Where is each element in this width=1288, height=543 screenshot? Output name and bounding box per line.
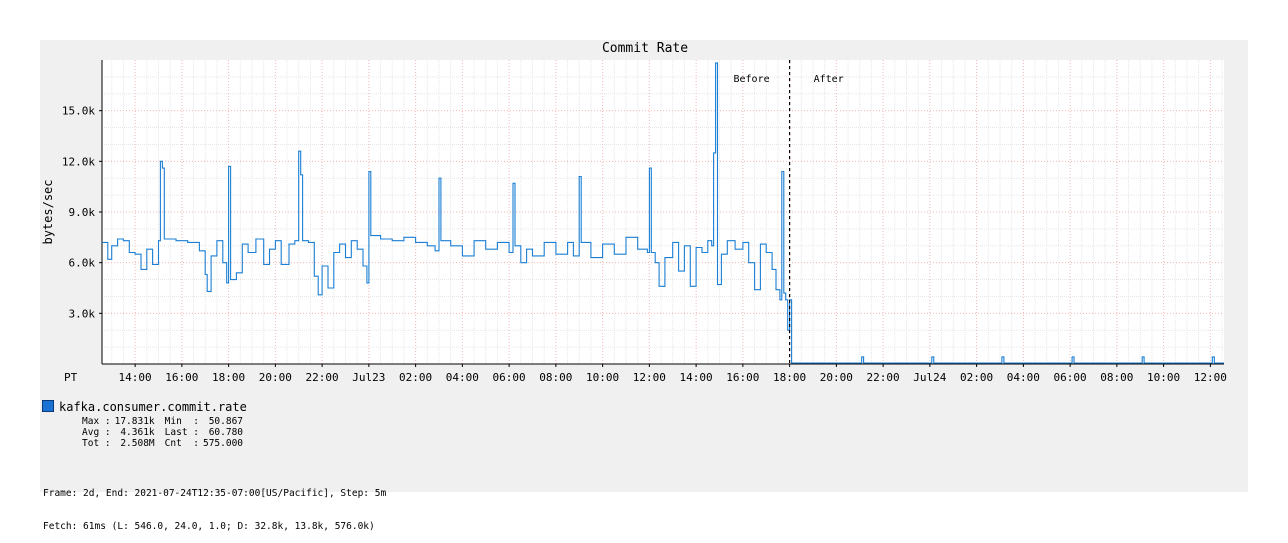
- legend-series-name: kafka.consumer.commit.rate: [59, 400, 247, 414]
- y-tick-label: 3.0k: [69, 307, 96, 320]
- x-tick-label: 12:00: [1194, 371, 1227, 384]
- y-tick-label: 12.0k: [62, 155, 95, 168]
- legend-swatch: [42, 400, 54, 412]
- legend-entry: kafka.consumer.commit.rate: [42, 400, 253, 414]
- y-tick-label: 9.0k: [69, 206, 96, 219]
- x-tick-label: 18:00: [212, 371, 245, 384]
- stat-value: 2.508M: [120, 438, 155, 449]
- stat-value: 60.780: [208, 427, 244, 438]
- x-tick-label: 18:00: [773, 371, 806, 384]
- x-axis-prefix: PT: [64, 371, 78, 384]
- x-tick-label: 14:00: [119, 371, 152, 384]
- x-tick-label: 06:00: [1054, 371, 1087, 384]
- x-tick-label: 04:00: [446, 371, 479, 384]
- x-tick-label: 06:00: [493, 371, 526, 384]
- stat-label: Max :: [82, 416, 111, 427]
- x-tick-label: 22:00: [867, 371, 900, 384]
- x-tick-label: 20:00: [820, 371, 853, 384]
- x-tick-label: 08:00: [539, 371, 572, 384]
- stat-value: 50.867: [208, 416, 244, 427]
- y-tick-label: 15.0k: [62, 105, 95, 118]
- x-tick-label: 04:00: [1007, 371, 1040, 384]
- series-layer: [102, 62, 1224, 364]
- x-tick-label: 12:00: [633, 371, 666, 384]
- stat-label: Avg :: [82, 427, 111, 438]
- y-axis-label: bytes/sec: [41, 179, 55, 244]
- stats-row: Avg : 4.361k Last : 60.780: [82, 427, 253, 438]
- x-tick-label: 10:00: [586, 371, 619, 384]
- x-tick-label: 02:00: [960, 371, 993, 384]
- stats-row: Max : 17.831k Min : 50.867: [82, 416, 253, 427]
- series-line: [102, 62, 1224, 364]
- chart-title: Commit Rate: [602, 41, 688, 56]
- x-tick-label: 16:00: [165, 371, 198, 384]
- commit-rate-chart: Commit Rate bytes/sec 3.0k 6.0k 9.0k 12.0k 1…: [41, 41, 1227, 384]
- x-tick-label: Jul24: [913, 371, 946, 384]
- legend: kafka.consumer.commit.rate Max : 17.831k…: [42, 400, 253, 449]
- stat-label: Tot :: [82, 438, 111, 449]
- stat-value: 4.361k: [120, 427, 155, 438]
- stat-label: Last :: [164, 427, 199, 438]
- stats-table: Max : 17.831k Min : 50.867 Avg : 4.361k …: [82, 416, 253, 449]
- stat-label: Min :: [164, 416, 199, 427]
- fetch-info: Fetch: 61ms (L: 546.0, 24.0, 1.0; D: 32.…: [43, 521, 375, 532]
- before-label: Before: [733, 74, 769, 85]
- x-axis-ticks: 14:00 16:00 18:00 20:00 22:00 Jul23 02:00 04:00…: [119, 364, 1227, 384]
- x-tick-label: 10:00: [1147, 371, 1180, 384]
- x-tick-label: 16:00: [726, 371, 759, 384]
- x-tick-label: 14:00: [680, 371, 713, 384]
- x-tick-label: 20:00: [259, 371, 292, 384]
- x-tick-label: Jul23: [352, 371, 385, 384]
- stats-row: Tot : 2.508M Cnt : 575.000: [82, 438, 253, 449]
- x-tick-label: 08:00: [1100, 371, 1133, 384]
- stat-label: Cnt :: [164, 438, 199, 449]
- y-axis-ticks: 3.0k 6.0k 9.0k 12.0k 15.0k: [62, 105, 102, 320]
- footer-info: Frame: 2d, End: 2021-07-24T12:35-07:00[U…: [43, 466, 386, 543]
- frame-info: Frame: 2d, End: 2021-07-24T12:35-07:00[U…: [43, 488, 387, 499]
- stat-value: 575.000: [202, 438, 244, 449]
- y-tick-label: 6.0k: [69, 257, 96, 270]
- stat-value: 17.831k: [114, 416, 155, 427]
- x-tick-label: 22:00: [306, 371, 339, 384]
- after-label: After: [814, 74, 844, 85]
- x-tick-label: 02:00: [399, 371, 432, 384]
